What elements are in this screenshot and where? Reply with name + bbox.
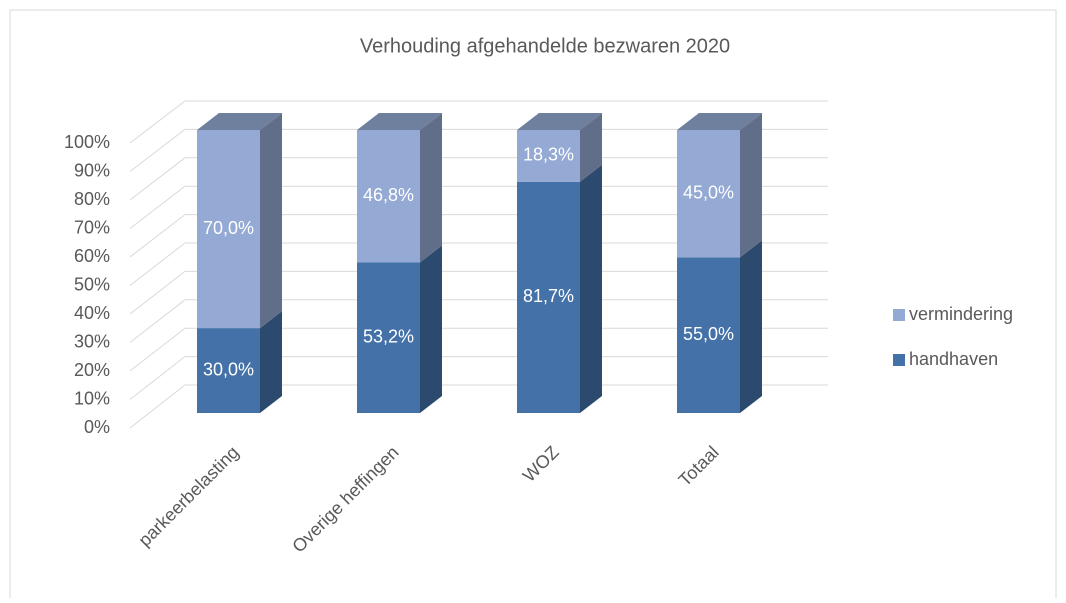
value-label: 70,0% xyxy=(203,218,254,238)
value-label: 53,2% xyxy=(363,326,414,346)
grid-line xyxy=(129,214,828,258)
y-tick-label: 10% xyxy=(74,388,110,408)
y-tick-label: 50% xyxy=(74,274,110,294)
legend-swatch xyxy=(893,354,905,366)
bar-segment xyxy=(197,130,260,329)
bar-side xyxy=(420,245,442,413)
bar-top xyxy=(197,113,282,130)
value-label: 46,8% xyxy=(363,185,414,205)
bar-segment xyxy=(677,130,740,258)
value-label: 81,7% xyxy=(523,286,574,306)
grid-line xyxy=(129,157,828,201)
bar-segment xyxy=(677,257,740,413)
value-label: 18,3% xyxy=(523,145,574,165)
grid-line xyxy=(129,327,828,372)
y-tick-label: 0% xyxy=(84,417,110,437)
y-tick-label: 40% xyxy=(74,303,110,323)
grid-line xyxy=(129,384,828,429)
bar-segment xyxy=(357,262,420,413)
grid-line xyxy=(129,185,828,229)
grid-line xyxy=(129,242,828,286)
bar-side xyxy=(580,113,602,182)
bar-side xyxy=(740,240,762,413)
y-tick-label: 60% xyxy=(74,246,110,266)
y-tick-label: 20% xyxy=(74,360,110,380)
value-label: 55,0% xyxy=(683,324,734,344)
bar-side xyxy=(740,113,762,258)
bar-top xyxy=(357,113,442,130)
bar-side xyxy=(420,113,442,263)
bar-side xyxy=(580,164,602,413)
y-tick-label: 100% xyxy=(64,132,110,152)
grid-line xyxy=(129,356,828,400)
y-tick-label: 70% xyxy=(74,217,110,237)
grid-line xyxy=(129,128,828,172)
bar-top xyxy=(517,113,602,130)
bar-segment xyxy=(357,130,420,263)
grid-line xyxy=(129,270,828,315)
bar-side xyxy=(260,113,282,329)
bar-side xyxy=(260,311,282,413)
legend-swatch xyxy=(893,309,905,321)
grid-line xyxy=(129,299,828,343)
bar-top xyxy=(677,113,762,130)
bar-segment xyxy=(197,328,260,413)
value-label: 30,0% xyxy=(203,359,254,379)
chart-title: Verhouding afgehandelde bezwaren 2020 xyxy=(360,35,730,57)
y-tick-label: 30% xyxy=(74,331,110,351)
bar-segment xyxy=(517,181,580,413)
legend-label: handhaven xyxy=(909,349,998,369)
grid-line xyxy=(129,100,828,144)
y-tick-label: 80% xyxy=(74,189,110,209)
value-label: 45,0% xyxy=(683,182,734,202)
y-tick-label: 90% xyxy=(74,160,110,180)
legend-label: vermindering xyxy=(909,304,1013,324)
bar-segment xyxy=(517,130,580,182)
